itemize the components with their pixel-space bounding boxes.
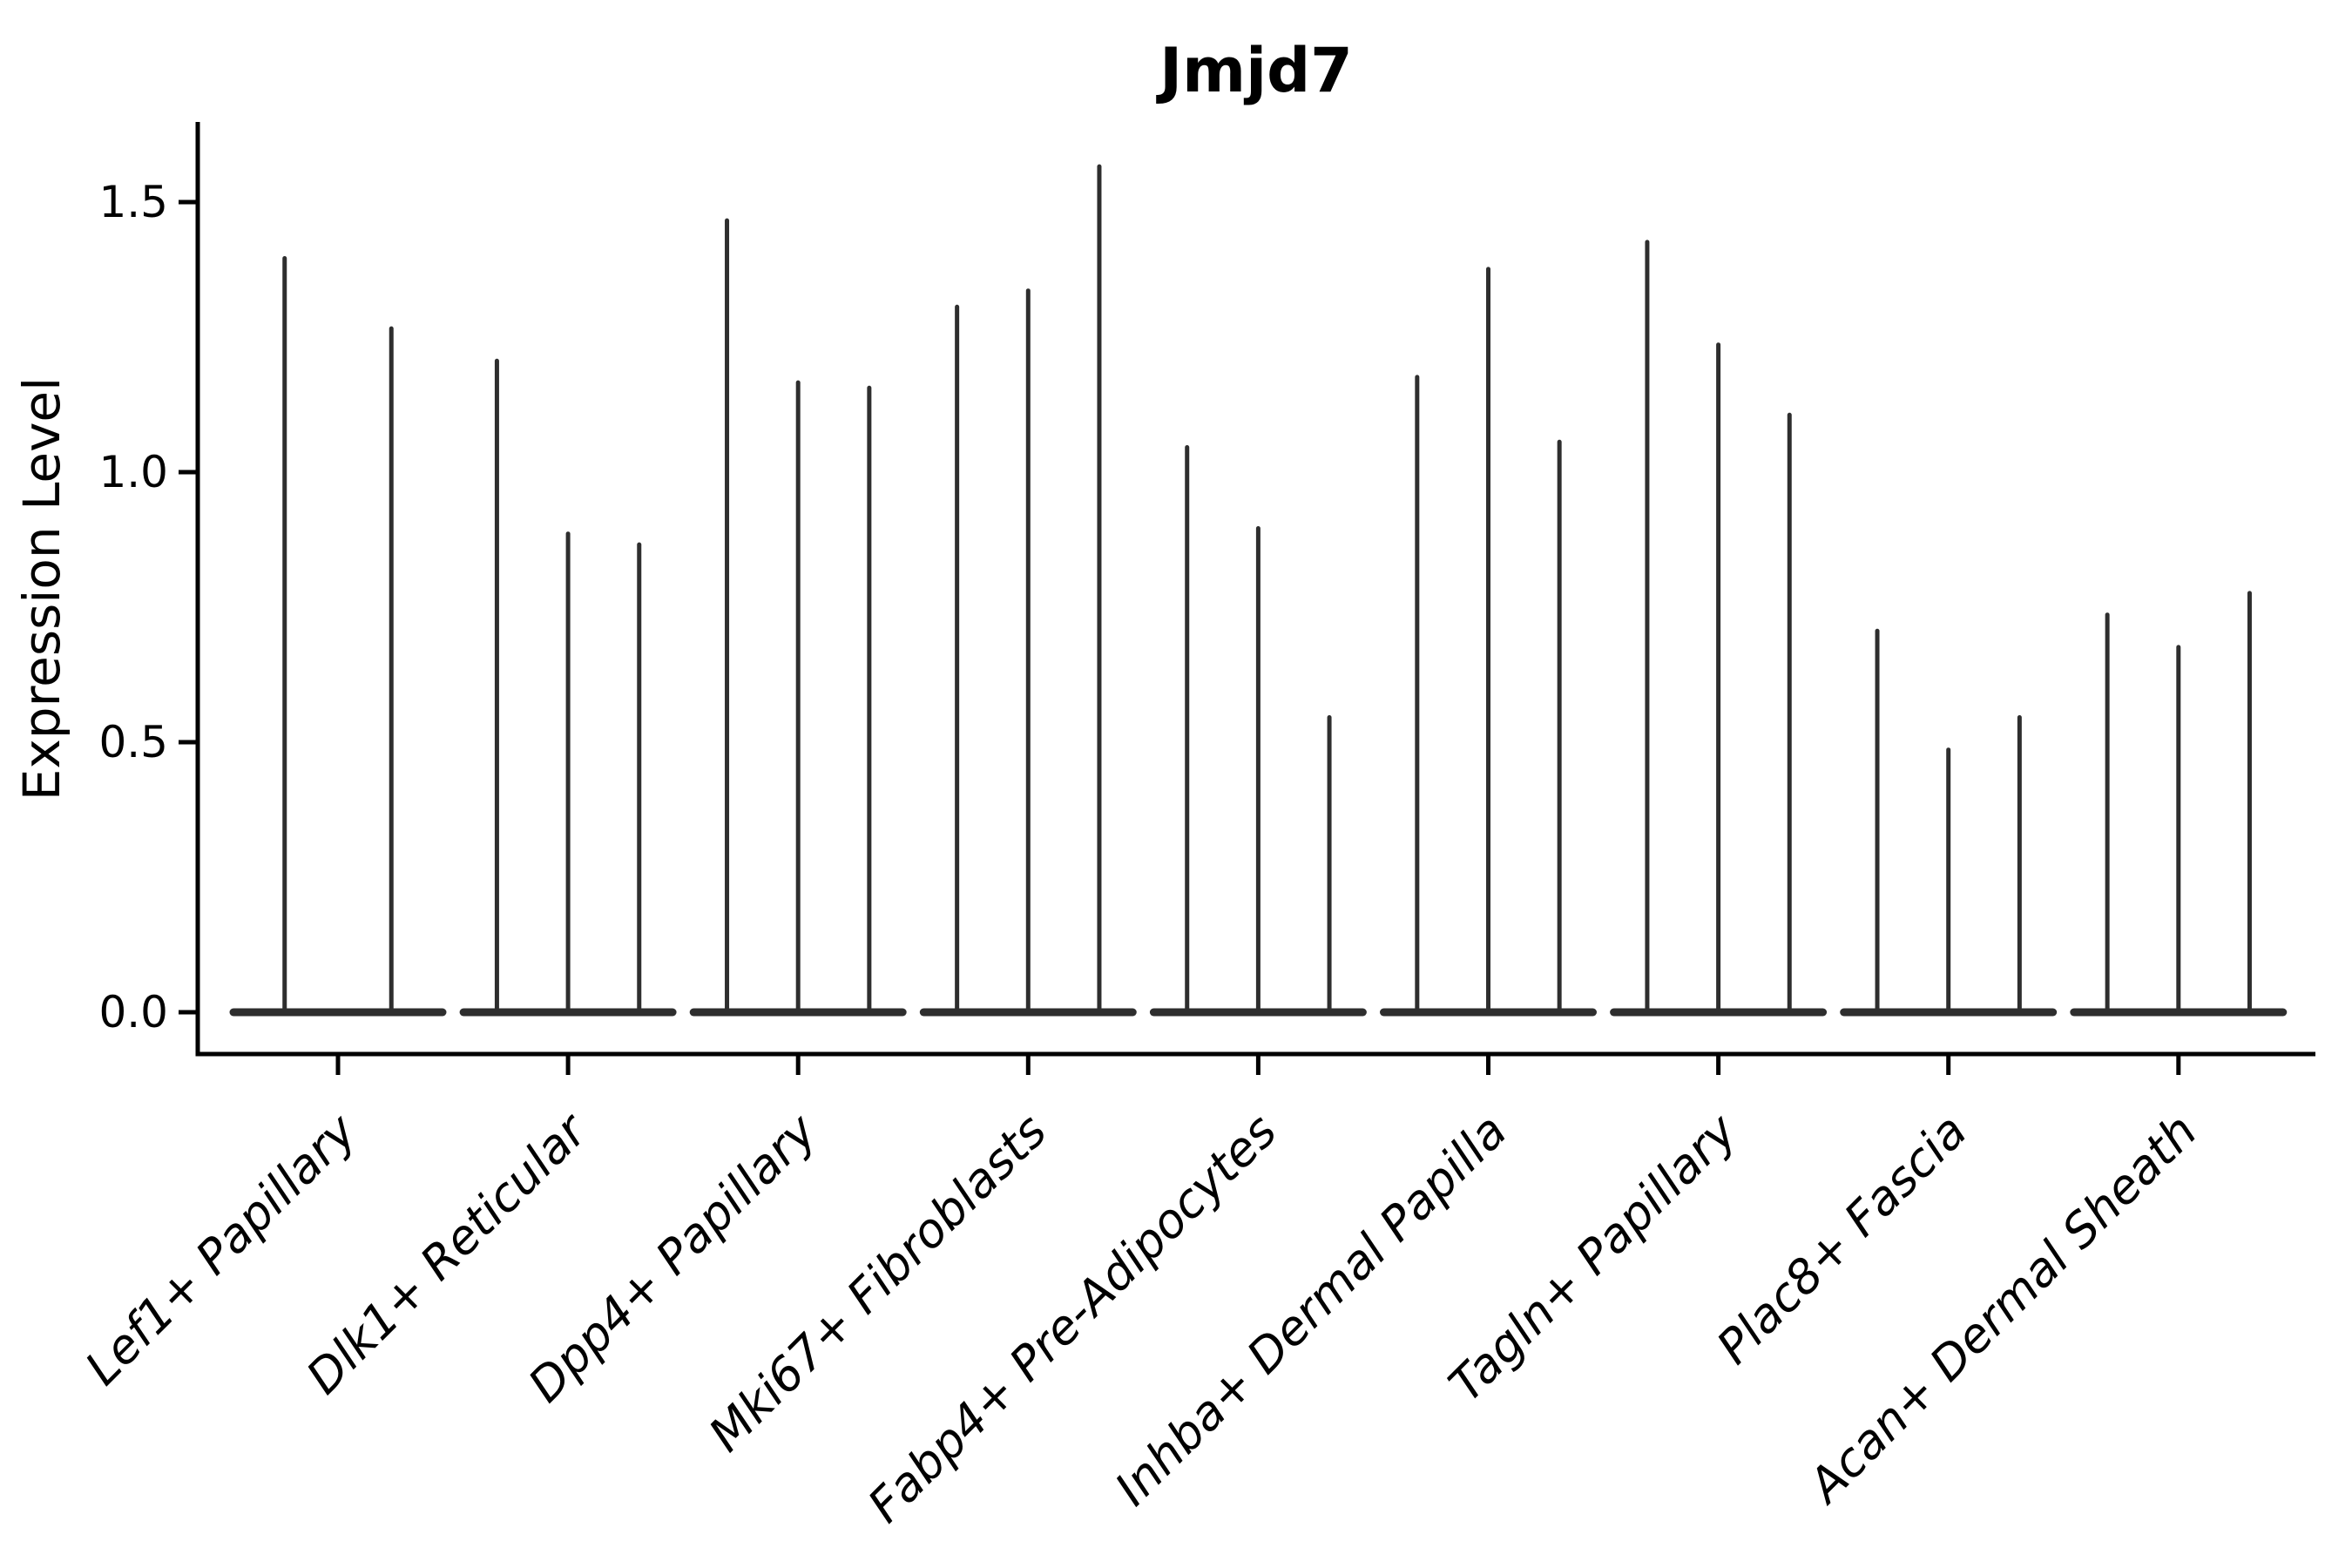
violin-spike — [1486, 267, 1490, 1012]
violin-spike — [389, 326, 394, 1013]
violin-group — [459, 358, 677, 1017]
y-axis-label: Expression Level — [12, 377, 71, 801]
violin-spike — [1185, 445, 1190, 1012]
y-tick-label: 1.5 — [98, 177, 168, 227]
y-tick-label: 1.0 — [98, 447, 168, 497]
violin-spike — [1557, 439, 1562, 1012]
violin-base — [229, 1008, 447, 1017]
x-tick-label: Acan+ Dermal Sheath — [1796, 1104, 2207, 1515]
violin-spike — [637, 542, 642, 1012]
violin-base — [1610, 1008, 1828, 1017]
violin-base — [689, 1008, 907, 1017]
x-tick-label: Inhba+ Dermal Papilla — [1105, 1104, 1517, 1517]
violin-group — [229, 256, 447, 1017]
violin-group — [1380, 267, 1597, 1017]
violin-spike — [565, 531, 571, 1012]
y-tick-label: 0.5 — [98, 717, 168, 767]
violin-group — [1610, 240, 1828, 1017]
violin-layer — [229, 164, 2288, 1017]
chart-title: Jmjd7 — [1156, 35, 1353, 106]
violin-spike — [867, 385, 872, 1012]
violin-spike — [1645, 240, 1650, 1012]
violin-group — [1840, 628, 2058, 1017]
violin-spike — [282, 256, 287, 1012]
violin-group — [1149, 445, 1367, 1017]
violin-spike — [1415, 375, 1420, 1012]
violin-spike — [1787, 412, 1792, 1012]
violin-spike — [1327, 715, 1332, 1012]
violin-spike — [725, 218, 730, 1013]
violin-spike — [2176, 645, 2181, 1012]
violin-spike — [2247, 591, 2252, 1012]
violin-spike — [1946, 747, 1951, 1012]
violin-spike — [955, 304, 960, 1012]
violin-spike — [795, 380, 801, 1013]
violin-spike — [1025, 288, 1031, 1012]
y-tick-label: 0.0 — [98, 987, 168, 1037]
x-tick-label: Plac8+ Fascia — [1707, 1104, 1977, 1375]
violin-spike — [1716, 342, 1721, 1012]
violin-spike — [1255, 526, 1260, 1012]
violin-spike — [2105, 612, 2110, 1012]
violin-spike — [1875, 628, 1880, 1012]
violin-group — [919, 164, 1137, 1017]
violin-group — [689, 218, 907, 1017]
x-tick-label: Fabp4+ Pre-Adipocytes — [857, 1104, 1287, 1533]
violin-spike — [1097, 164, 1102, 1013]
violin-spike — [2017, 715, 2022, 1012]
violin-spike — [494, 358, 499, 1012]
axes-layer — [179, 122, 2315, 1075]
violin-group — [2070, 591, 2288, 1017]
